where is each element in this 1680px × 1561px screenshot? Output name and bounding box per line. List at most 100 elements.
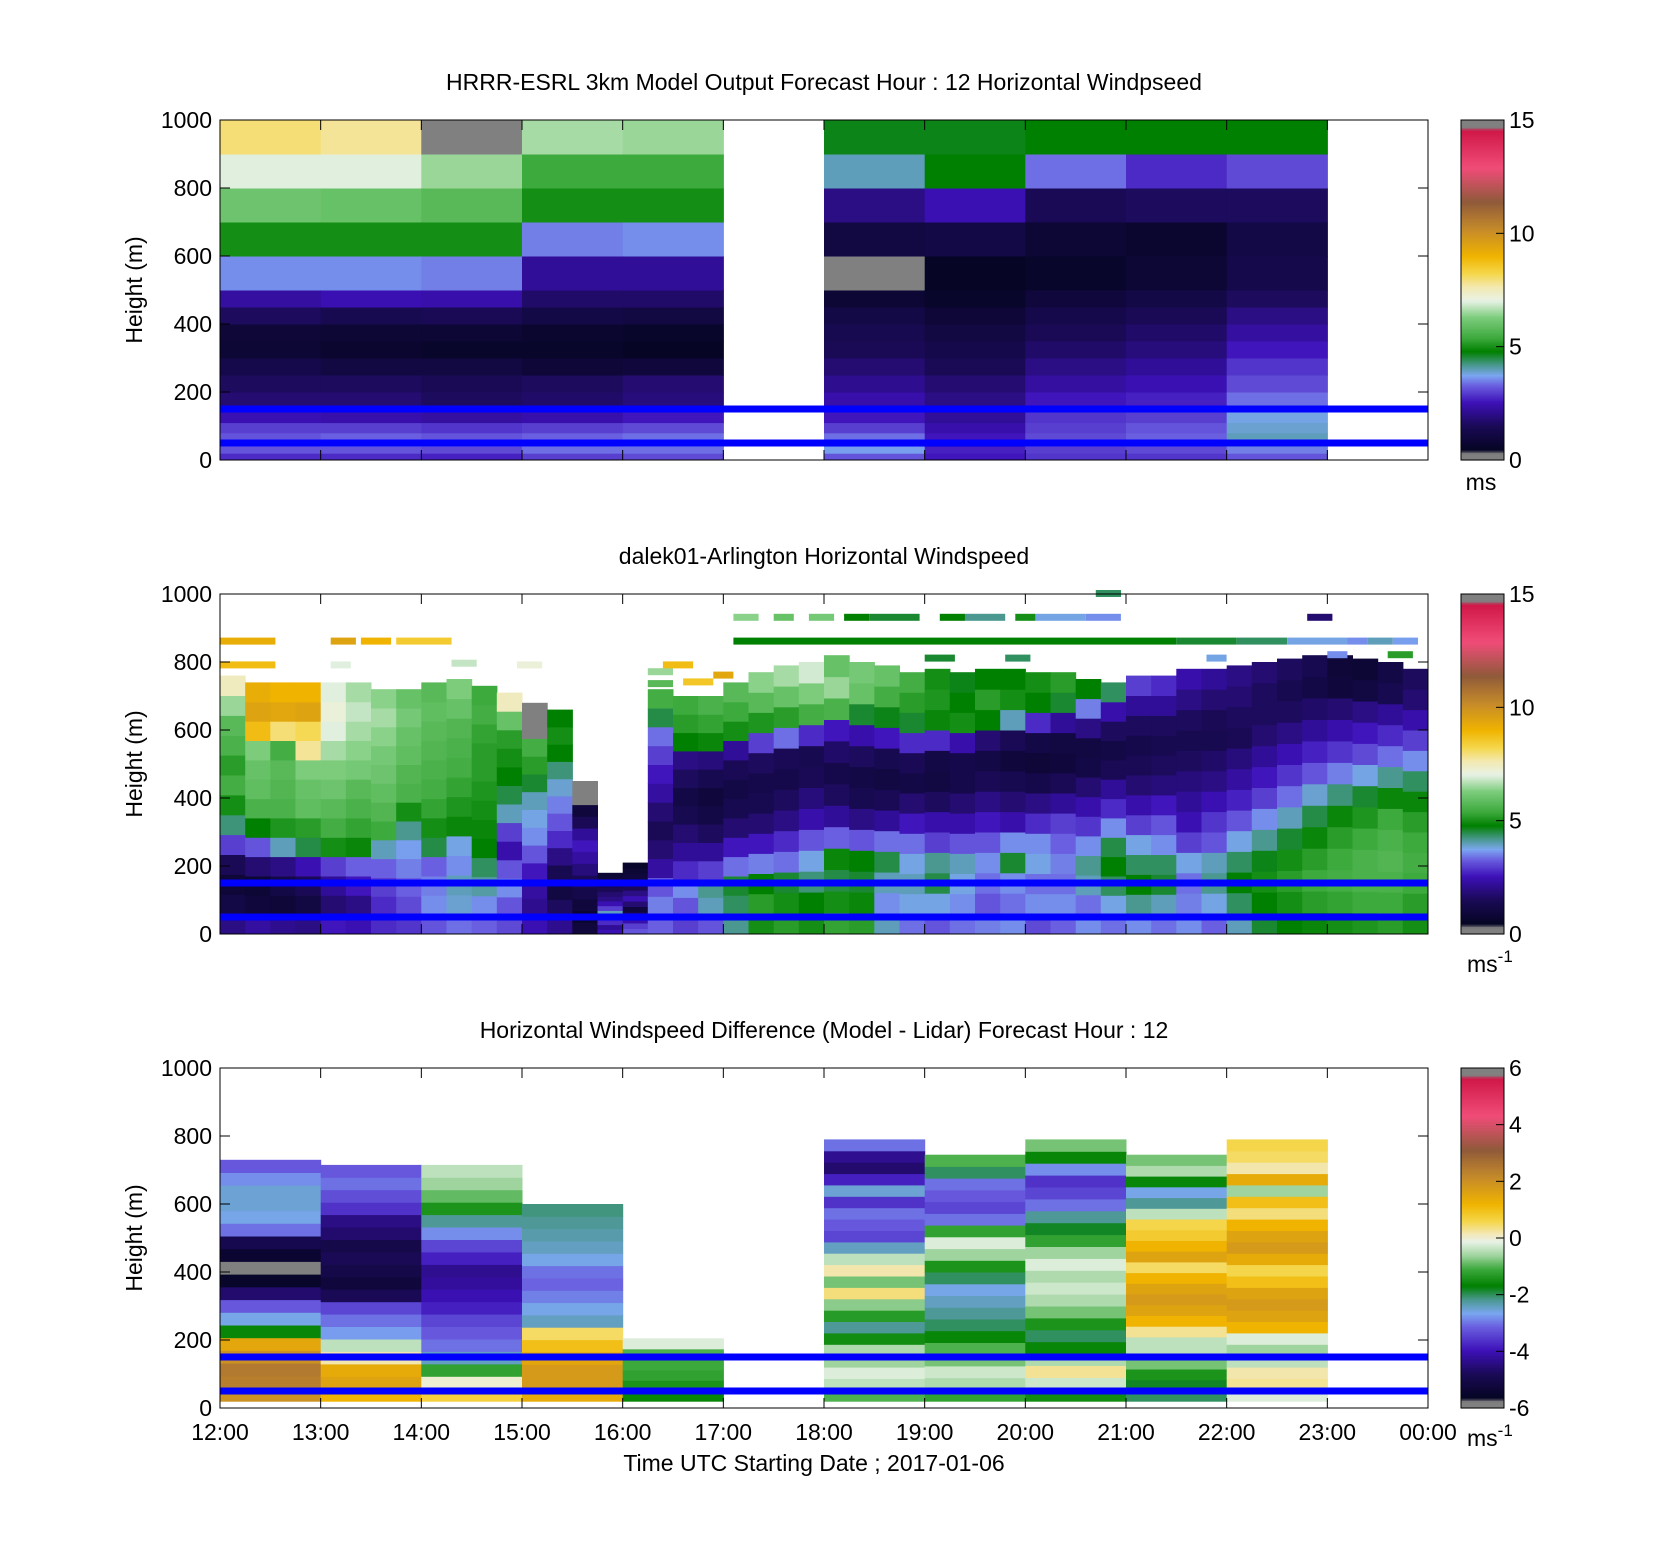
heatmap-cell xyxy=(421,1239,523,1253)
heatmap-cell xyxy=(924,770,951,792)
heatmap-cell xyxy=(421,1214,523,1228)
colorbar-swatch xyxy=(1461,1396,1504,1399)
colorbar-swatch xyxy=(1461,268,1504,271)
colorbar-swatch xyxy=(1461,1104,1504,1107)
heatmap-cell xyxy=(1000,791,1026,813)
heatmap-cell xyxy=(1025,1187,1127,1200)
heatmap-cell xyxy=(421,1339,523,1352)
heatmap-cell xyxy=(522,773,548,793)
colorbar-swatch xyxy=(1461,438,1504,441)
heatmap-cell xyxy=(1025,307,1127,325)
colorbar-swatch xyxy=(1461,1232,1504,1235)
heatmap-cell xyxy=(471,743,498,763)
heatmap-cell xyxy=(647,689,674,709)
heatmap-cell xyxy=(421,1326,523,1340)
heatmap-cell xyxy=(1226,892,1253,914)
heatmap-cell xyxy=(597,901,624,907)
y-tick-label: 800 xyxy=(174,1123,212,1149)
colorbar-swatch xyxy=(1461,282,1504,285)
colorbar-swatch xyxy=(1461,170,1504,173)
colorbar-swatch xyxy=(1461,596,1504,599)
heatmap-cell xyxy=(1151,834,1177,855)
heatmap-cell xyxy=(1226,851,1253,873)
heatmap-cell xyxy=(1025,772,1051,794)
colorbar-swatch xyxy=(1461,192,1504,195)
heatmap-cell xyxy=(295,721,322,741)
heatmap-cell xyxy=(1277,658,1303,681)
heatmap-cell xyxy=(924,1319,1026,1332)
colorbar-swatch xyxy=(1461,1072,1504,1075)
heatmap-cell xyxy=(421,1164,523,1178)
colorbar-swatch xyxy=(1461,646,1504,649)
heatmap-segment xyxy=(733,637,1177,645)
colorbar-swatch xyxy=(1461,784,1504,787)
colorbar-swatch xyxy=(1461,730,1504,733)
heatmap-cell xyxy=(1226,789,1253,811)
heatmap-cell xyxy=(220,256,322,291)
colorbar-swatch xyxy=(1461,1094,1504,1097)
colorbar-swatch xyxy=(1461,778,1504,781)
heatmap-cell xyxy=(1126,1272,1228,1284)
heatmap-cell xyxy=(622,895,649,902)
heatmap-cell xyxy=(1352,785,1379,808)
colorbar-swatch xyxy=(1461,1138,1504,1141)
colorbar-swatch xyxy=(1461,320,1504,323)
colorbar-swatch xyxy=(1461,848,1504,851)
colorbar-swatch xyxy=(1461,698,1504,701)
colorbar-swatch xyxy=(1461,1158,1504,1161)
heatmap-cell xyxy=(1126,324,1228,342)
colorbar-swatch xyxy=(1461,866,1504,869)
heatmap-cell xyxy=(220,446,322,454)
heatmap-cell xyxy=(773,851,800,873)
heatmap-cell xyxy=(396,858,422,878)
heatmap-cell xyxy=(245,759,271,780)
heatmap-cell xyxy=(1251,766,1278,788)
colorbar-swatch xyxy=(1461,914,1504,917)
heatmap-cell xyxy=(1126,755,1152,776)
x-tick-label: 19:00 xyxy=(896,1419,954,1445)
heatmap-cell xyxy=(1302,762,1328,785)
heatmap-cell xyxy=(220,1375,322,1389)
heatmap-cell xyxy=(270,721,296,741)
colorbar-swatch xyxy=(1461,1394,1504,1397)
colorbar-swatch xyxy=(1461,1140,1504,1143)
colorbar-swatch xyxy=(1461,442,1504,445)
heatmap-cell xyxy=(874,706,900,728)
heatmap-cell xyxy=(371,858,397,878)
heatmap-cell xyxy=(522,120,624,155)
heatmap-cell xyxy=(949,853,976,874)
heatmap-cell xyxy=(471,819,498,839)
heatmap-cell xyxy=(1075,698,1102,719)
colorbar-swatch xyxy=(1461,806,1504,809)
heatmap-cell xyxy=(1377,724,1404,747)
heatmap-cell xyxy=(320,759,347,780)
heatmap-cell xyxy=(1126,1347,1228,1359)
heatmap-cell xyxy=(1226,1230,1328,1243)
colorbar-swatch xyxy=(1461,1098,1504,1101)
heatmap-cell xyxy=(1126,120,1228,155)
heatmap-cell xyxy=(597,910,624,916)
colorbar-swatch xyxy=(1461,188,1504,191)
colorbar-swatch xyxy=(1461,244,1504,247)
heatmap-cell xyxy=(1151,755,1177,776)
y-tick-label: 1000 xyxy=(161,107,212,133)
heatmap-cell xyxy=(899,672,926,693)
heatmap-cell xyxy=(522,392,624,410)
colorbar-swatch xyxy=(1461,836,1504,839)
heatmap-cell xyxy=(874,727,900,749)
heatmap-cell xyxy=(673,750,699,770)
heatmap-cell xyxy=(975,689,1001,711)
heatmap-cell xyxy=(824,1321,926,1334)
colorbar-swatch xyxy=(1461,1320,1504,1323)
heatmap-cell xyxy=(421,759,447,780)
heatmap-cell xyxy=(320,341,422,359)
heatmap-cell xyxy=(899,752,926,774)
heatmap-cell xyxy=(1226,727,1253,749)
heatmap-cell xyxy=(1050,672,1077,693)
heatmap-cell xyxy=(849,682,875,705)
x-tick-label: 14:00 xyxy=(393,1419,451,1445)
colorbar-swatch xyxy=(1461,756,1504,759)
heatmap-cell xyxy=(1025,752,1051,774)
heatmap-cell xyxy=(522,1204,624,1217)
heatmap-cell xyxy=(421,1276,523,1290)
